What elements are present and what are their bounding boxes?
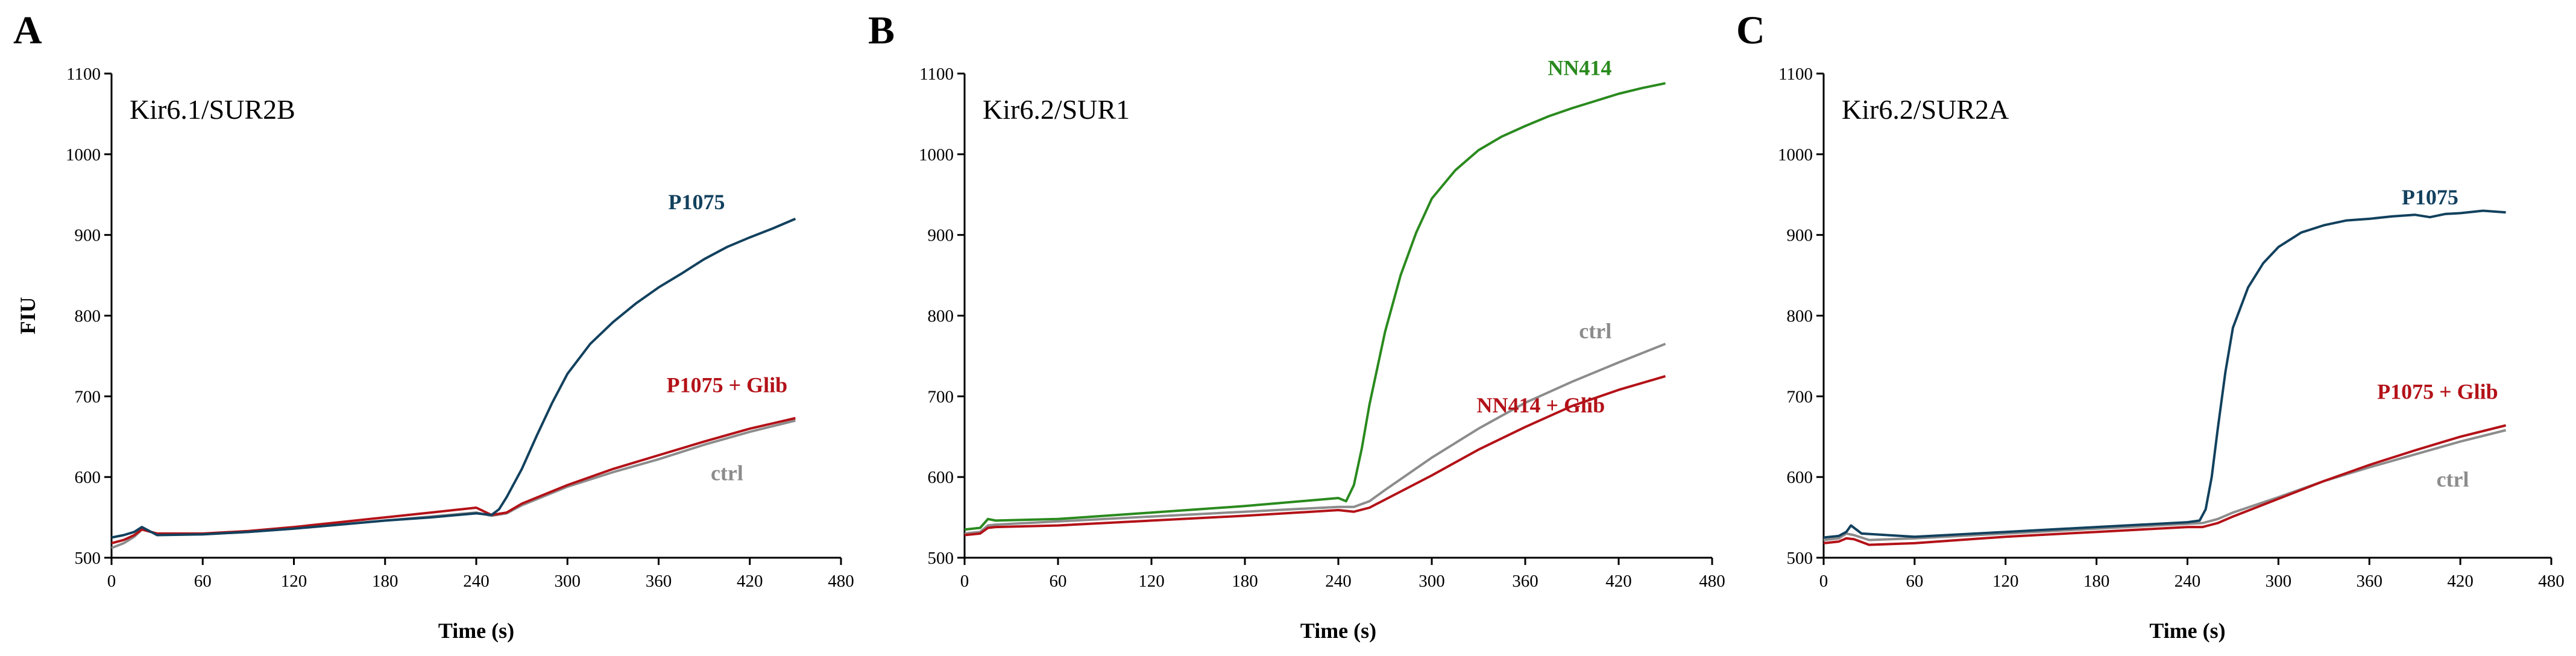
y-tick-label: 1000 [919, 145, 954, 165]
y-tick-label: 1100 [1778, 65, 1813, 84]
x-tick-label: 300 [1419, 572, 1445, 591]
chart-panel-b: B 500 600 700 800 900 1000 1100 0 60 120 180 240 300 3… [868, 8, 1725, 643]
x-tick-label: 120 [1992, 572, 2019, 591]
series-label-ctrl: ctrl [1579, 319, 1611, 343]
x-tick-label: 360 [646, 572, 672, 591]
y-tick-label: 900 [75, 226, 101, 245]
y-tick-label: 600 [75, 468, 101, 487]
y-tick-label: 1000 [1778, 145, 1813, 165]
x-axis-title: Time (s) [438, 619, 514, 643]
x-tick-label: 0 [960, 572, 969, 591]
x-tick-label: 60 [1050, 572, 1067, 591]
x-tick-label: 360 [2357, 572, 2383, 591]
series-line-p1075-glib [1823, 424, 2507, 546]
y-tick-label: 700 [1787, 387, 1813, 406]
series-label-ctrl: ctrl [2437, 467, 2469, 491]
x-tick-label: 240 [2174, 572, 2201, 591]
x-tick-label: 300 [555, 572, 581, 591]
y-axis-title: FIU [16, 297, 40, 335]
series-line-p1075 [111, 218, 796, 539]
panel-title: Kir6.2/SUR2A [1842, 94, 2009, 125]
x-tick-label: 420 [1605, 572, 1632, 591]
y-tick-label: 900 [1787, 226, 1813, 245]
series-line-ctrl [111, 419, 796, 549]
series-line-ctrl [1823, 429, 2507, 541]
panel-title: Kir6.1/SUR2B [130, 94, 295, 125]
series-label-ctrl: ctrl [711, 461, 743, 485]
y-tick-label: 800 [75, 307, 101, 326]
series-line-nn414 [964, 82, 1666, 531]
y-tick-label: 800 [928, 307, 954, 326]
x-tick-label: 480 [1699, 572, 1725, 591]
x-tick-label: 420 [2447, 572, 2474, 591]
y-tick-label: 500 [75, 549, 101, 568]
y-tick-label: 1100 [66, 65, 101, 84]
x-tick-label: 120 [1138, 572, 1165, 591]
series-label-p1075: P1075 [669, 190, 725, 214]
y-tick-label: 500 [1787, 549, 1813, 568]
x-tick-label: 360 [1512, 572, 1538, 591]
y-tick-label: 1000 [66, 145, 101, 165]
y-tick-label: 600 [928, 468, 954, 487]
series-line-p1075 [1823, 209, 2506, 539]
chart-panel-c: C 500 600 700 800 900 1000 1100 0 60 120 180 240 300 3… [1736, 8, 2565, 643]
x-tick-label: 240 [1325, 572, 1352, 591]
series-line-nn414-glib [964, 374, 1666, 537]
x-tick-label: 420 [737, 572, 763, 591]
x-axis-title: Time (s) [1300, 619, 1376, 643]
series-label-nn414: NN414 [1548, 56, 1611, 80]
y-tick-label: 700 [75, 387, 101, 406]
series-line-ctrl [964, 342, 1666, 535]
x-tick-label: 180 [2083, 572, 2110, 591]
series-label-p1075: P1075 [2402, 185, 2458, 209]
x-tick-label: 180 [372, 572, 398, 591]
y-tick-label: 700 [928, 387, 954, 406]
y-tick-label: 900 [928, 226, 954, 245]
panel-letter: B [868, 8, 895, 52]
x-tick-label: 60 [194, 572, 212, 591]
y-tick-label: 1100 [919, 65, 954, 84]
panel-title: Kir6.2/SUR1 [983, 94, 1130, 125]
series-line-p1075-glib [111, 417, 796, 544]
series-label-nn414-glib: NN414 + Glib [1477, 393, 1605, 417]
series-label-p1075-glib: P1075 + Glib [2377, 379, 2498, 403]
x-tick-label: 0 [107, 572, 116, 591]
chart-panel-a: A 500 600 700 800 900 1000 1100 0 60 120 180 240 300 3… [13, 8, 854, 643]
x-tick-label: 240 [463, 572, 490, 591]
x-tick-label: 0 [1819, 572, 1828, 591]
panel-letter: C [1736, 8, 1765, 52]
panel-letter: A [13, 8, 42, 52]
y-tick-label: 600 [1787, 468, 1813, 487]
x-tick-label: 120 [281, 572, 307, 591]
x-axis-title: Time (s) [2149, 619, 2225, 643]
x-tick-label: 480 [828, 572, 854, 591]
y-tick-label: 800 [1787, 307, 1813, 326]
x-tick-label: 180 [1232, 572, 1258, 591]
series-label-p1075-glib: P1075 + Glib [667, 373, 788, 397]
y-tick-label: 500 [928, 549, 954, 568]
x-tick-label: 300 [2266, 572, 2292, 591]
x-tick-label: 60 [1906, 572, 1923, 591]
x-tick-label: 480 [2538, 572, 2565, 591]
